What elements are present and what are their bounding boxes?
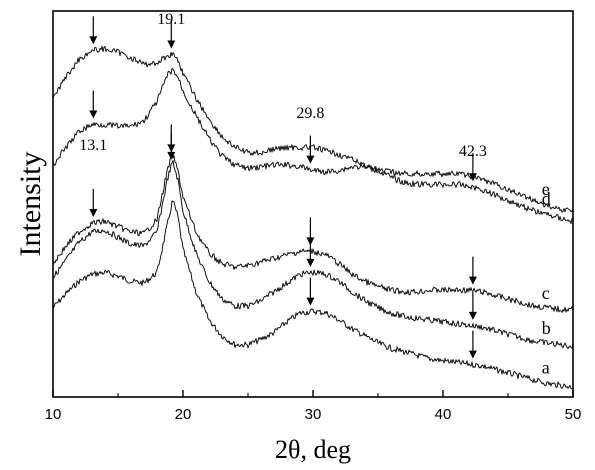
curve-c <box>52 154 574 313</box>
peak-arrow <box>306 277 315 306</box>
curve-labels-group: abc de <box>542 179 551 378</box>
peak-arrow <box>306 238 315 267</box>
x-tick-label: 40 <box>435 406 452 423</box>
peak-annotation: 13.1 <box>79 137 107 154</box>
annotations-group: 19.1 13.1 29.8 42.3 <box>79 11 487 160</box>
y-axis-title: Intensity <box>14 152 47 257</box>
x-tick-label: 30 <box>305 406 322 423</box>
curve-label-b: b <box>542 318 551 338</box>
peak-arrow <box>468 153 477 182</box>
curve-label-e: e <box>542 179 550 199</box>
peak-arrow <box>468 291 477 320</box>
curve-e <box>52 45 574 213</box>
x-tick-label: 10 <box>45 406 62 423</box>
curve-label-a: a <box>542 358 550 378</box>
curve-label-c: c <box>542 283 550 303</box>
peak-annotation: 19.1 <box>157 11 185 28</box>
markers-group <box>89 16 477 359</box>
peak-arrow <box>89 90 98 119</box>
peak-arrow <box>468 256 477 285</box>
x-ticks-group: 10 20 30 40 50 <box>45 390 582 423</box>
curve-label-d: d <box>542 189 551 209</box>
x-tick-label: 20 <box>175 406 192 423</box>
plot-frame <box>52 10 574 398</box>
peak-arrow <box>306 135 315 164</box>
curves-group <box>52 45 574 390</box>
x-tick-label: 50 <box>565 406 582 423</box>
peak-arrow <box>167 20 176 49</box>
curve-b <box>52 160 574 350</box>
peak-arrow <box>89 16 98 45</box>
peak-annotation: 42.3 <box>459 143 487 160</box>
peak-arrow <box>89 188 98 217</box>
curve-d <box>52 67 574 225</box>
peak-arrow <box>167 131 176 160</box>
curve-a <box>52 200 574 390</box>
x-axis-title: 2θ, deg <box>275 435 351 464</box>
peak-arrow <box>468 330 477 359</box>
peak-annotation: 29.8 <box>296 105 324 122</box>
